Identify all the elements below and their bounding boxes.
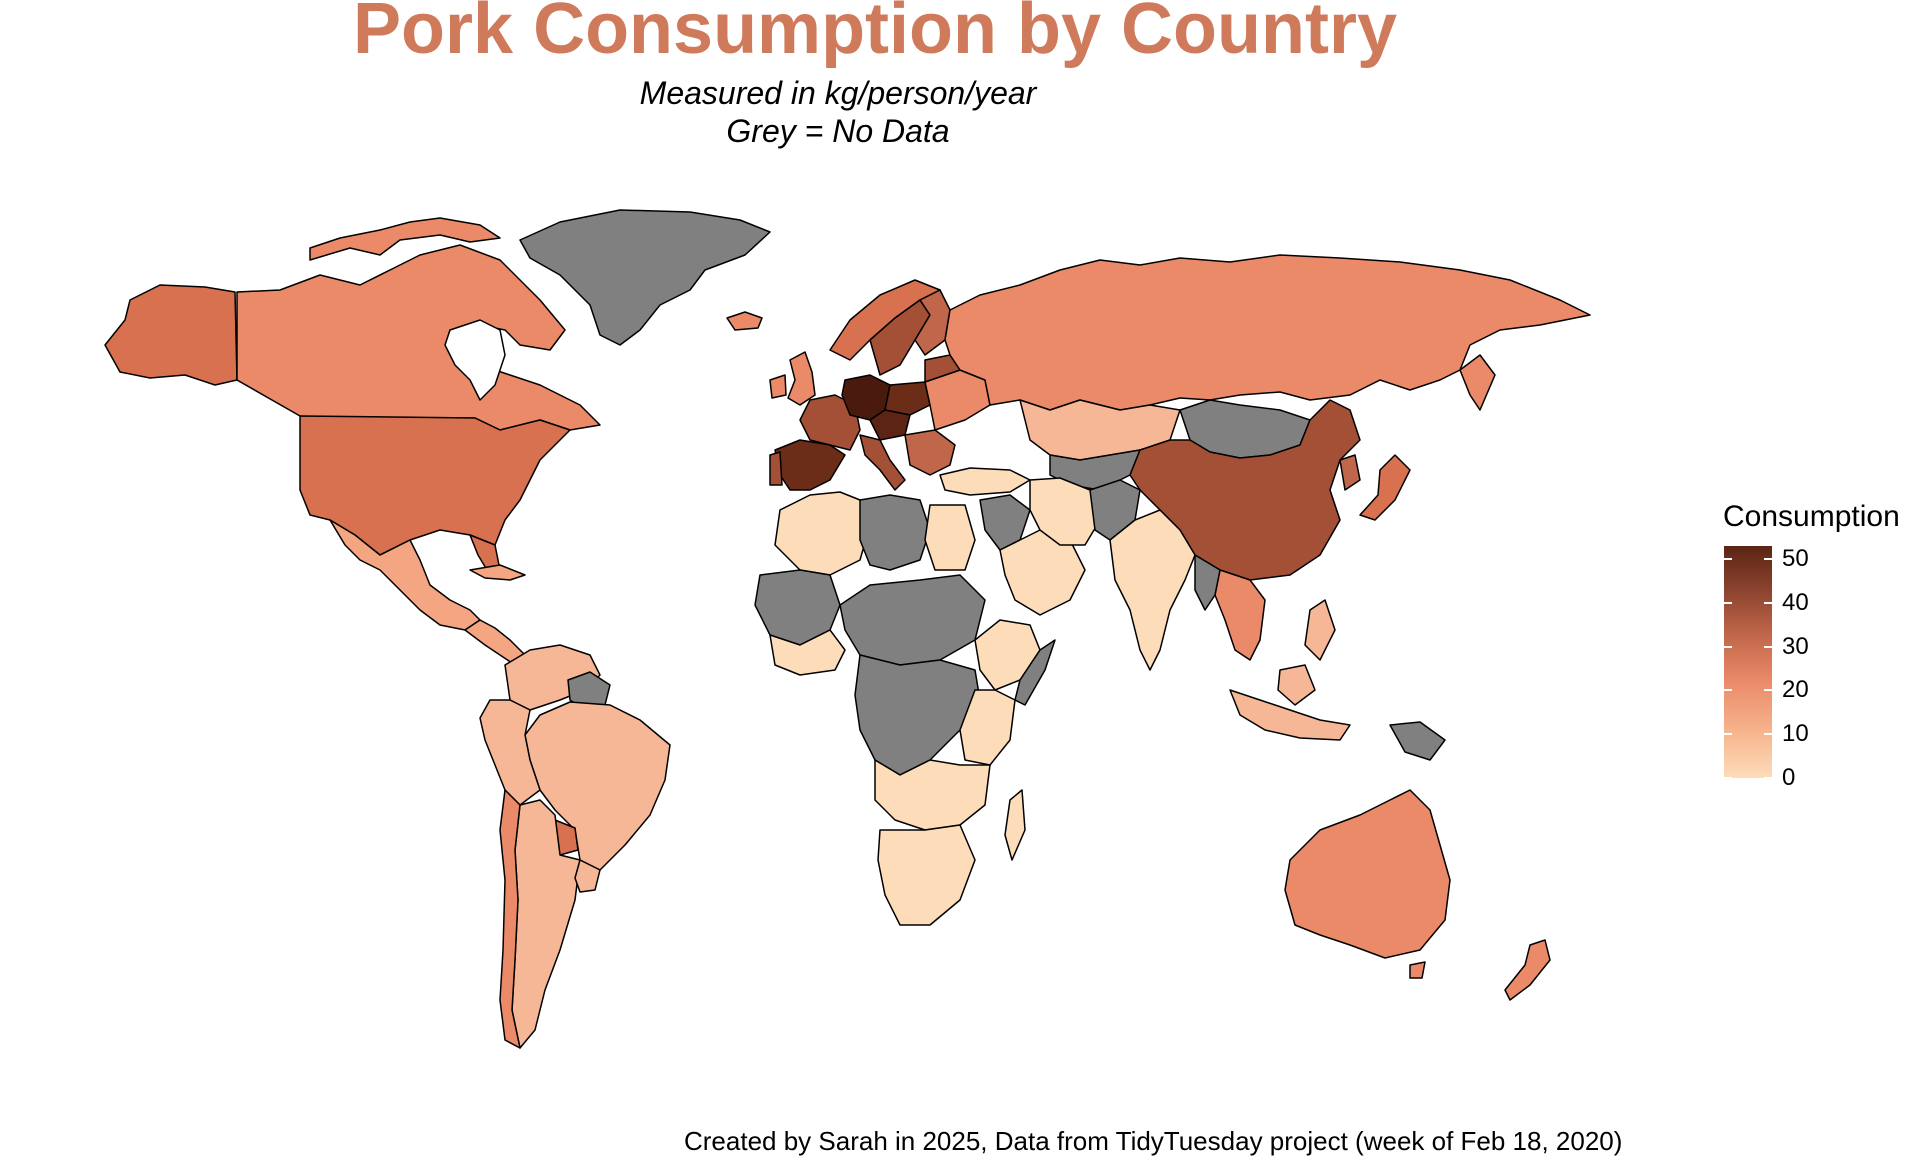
region-madagascar [1004,789,1026,861]
region-algeria-libya [859,494,931,571]
region-chile [499,789,521,1049]
region-india [1109,509,1196,671]
region-arctic-islands [309,217,501,261]
region-kamchatka [1459,354,1496,411]
legend-tick-mark [1764,601,1772,604]
region-turkey [939,467,1031,496]
region-png [1389,721,1446,761]
region-finland [914,289,951,356]
region-balkans [904,429,956,476]
region-new-zealand [1504,939,1551,1001]
region-tasmania [1409,961,1426,979]
region-central-africa [854,654,981,776]
region-southern-africa-north [874,759,991,831]
region-france [799,394,861,451]
legend-tick-mark [1764,733,1772,736]
region-philippines [1304,599,1336,661]
region-russia [944,254,1591,411]
region-sahel-chad-sudan [839,574,986,666]
region-ireland [769,374,787,399]
region-alaska [104,284,238,386]
water-hudson-bay [444,319,506,401]
legend-tick-label: 10 [1782,720,1809,748]
map-title: Pork Consumption by Country [353,0,1397,69]
region-southeast-asia [1214,569,1266,661]
region-uk [787,351,816,406]
region-egypt [924,504,976,571]
legend-tick-label: 40 [1782,588,1809,616]
region-iran [1029,477,1101,546]
region-spain [774,439,846,491]
region-japan [1359,454,1411,521]
legend-tick-mark-left [1724,645,1732,648]
legend-tick-mark-left [1724,777,1732,779]
legend-tick-mark [1764,689,1772,692]
legend-tick-mark-left [1724,601,1732,604]
region-southern-africa [877,824,976,926]
subtitle-line-1: Measured in kg/person/year [639,75,1037,111]
region-myanmar [1194,554,1221,611]
region-cuba [469,564,526,581]
region-gulf-guinea [769,629,846,676]
region-portugal [769,451,783,486]
region-east-africa [959,689,1016,766]
region-indonesia [1229,689,1351,741]
region-canada [236,244,601,431]
region-australia [1284,789,1451,959]
region-borneo [1277,664,1316,706]
region-poland [884,381,931,416]
legend-tick-mark [1764,777,1772,779]
map-subtitle: Measured in kg/person/year Grey = No Dat… [553,74,1123,150]
region-italy [859,434,906,491]
legend-tick-mark-left [1724,733,1732,736]
region-iceland [726,311,763,331]
legend-color-bar [1724,546,1772,778]
legend-tick-mark [1764,645,1772,648]
legend-tick-mark-left [1724,558,1732,561]
region-peru-bolivia [479,699,541,806]
legend-title: Consumption [1723,500,1900,533]
region-korea [1339,454,1361,491]
legend-tick-mark-left [1724,689,1732,692]
legend-tick-label: 50 [1782,545,1809,573]
caption: Created by Sarah in 2025, Data from Tidy… [684,1126,1623,1156]
region-greenland [519,209,771,346]
legend-tick-label: 0 [1782,764,1796,791]
region-uruguay [574,859,601,893]
legend-tick-mark [1764,558,1772,561]
region-austria-czech [869,409,911,441]
legend-tick-label: 30 [1782,632,1809,660]
legend-tick-label: 20 [1782,676,1809,704]
region-north-africa-west [774,491,871,576]
region-saudi-arabia [999,529,1086,616]
subtitle-line-2: Grey = No Data [726,113,950,149]
